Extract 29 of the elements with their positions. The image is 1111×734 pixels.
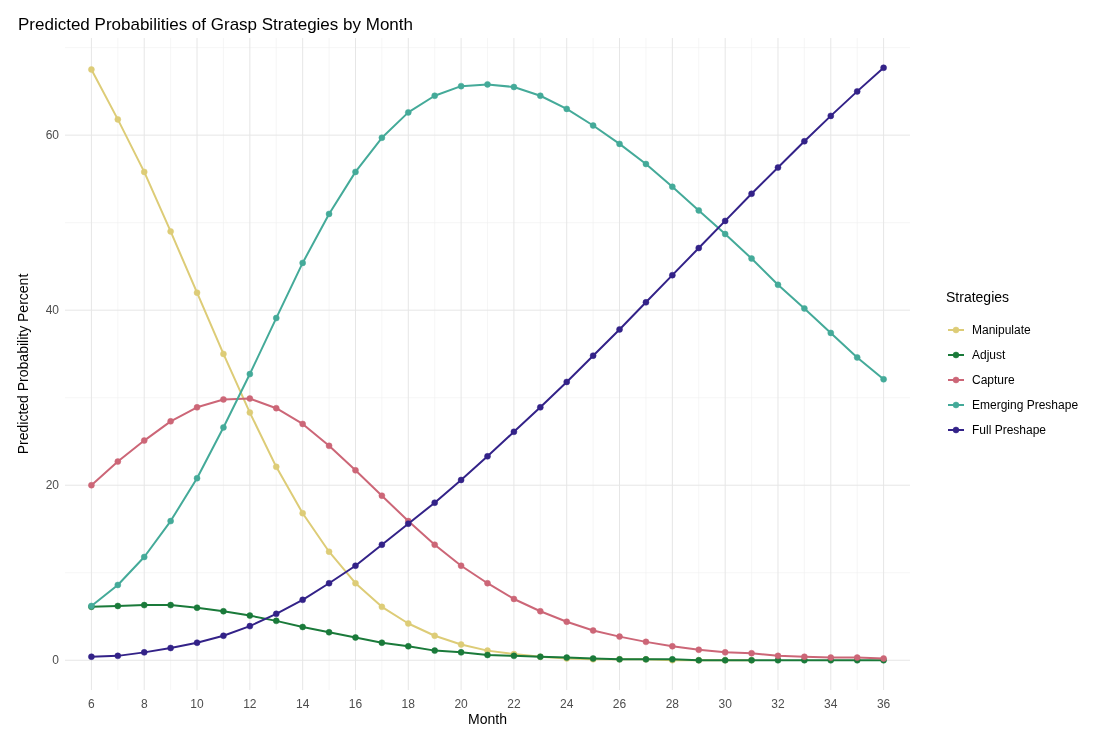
x-tick-label: 30 — [718, 697, 733, 711]
legend-label: Adjust — [972, 348, 1007, 362]
legend-label: Capture — [972, 373, 1016, 387]
x-tick-label: 28 — [665, 697, 680, 711]
x-tick-label: 18 — [401, 697, 416, 711]
legend-label: Manipulate — [972, 323, 1032, 337]
x-tick-label: 34 — [824, 697, 838, 711]
y-tick-label: 60 — [45, 128, 60, 143]
x-tick-label: 14 — [295, 697, 310, 711]
x-tick-label: 32 — [771, 697, 785, 711]
legend-title: Strategies — [946, 289, 1010, 305]
legend-label: Emerging Preshape — [972, 398, 1079, 412]
x-tick-label: 6 — [88, 697, 96, 711]
x-tick-label: 8 — [140, 697, 148, 711]
x-tick-label: 36 — [876, 697, 891, 711]
x-tick-label: 24 — [560, 697, 574, 711]
x-tick-label: 20 — [454, 697, 469, 711]
x-tick-label: 12 — [243, 697, 257, 711]
y-axis-title: Predicted Probability Percent — [15, 273, 31, 455]
x-tick-label: 10 — [190, 697, 205, 711]
x-tick-label: 26 — [612, 697, 627, 711]
y-tick-label: 0 — [52, 653, 60, 668]
y-tick-label: 40 — [45, 303, 60, 318]
x-axis-title: Month — [468, 711, 507, 727]
x-tick-label: 22 — [507, 697, 521, 711]
chart-title: Predicted Probabilities of Grasp Strategies by Month — [18, 15, 413, 34]
legend-label: Full Preshape — [972, 423, 1047, 437]
x-tick-label: 16 — [348, 697, 363, 711]
y-tick-label: 20 — [45, 478, 60, 493]
